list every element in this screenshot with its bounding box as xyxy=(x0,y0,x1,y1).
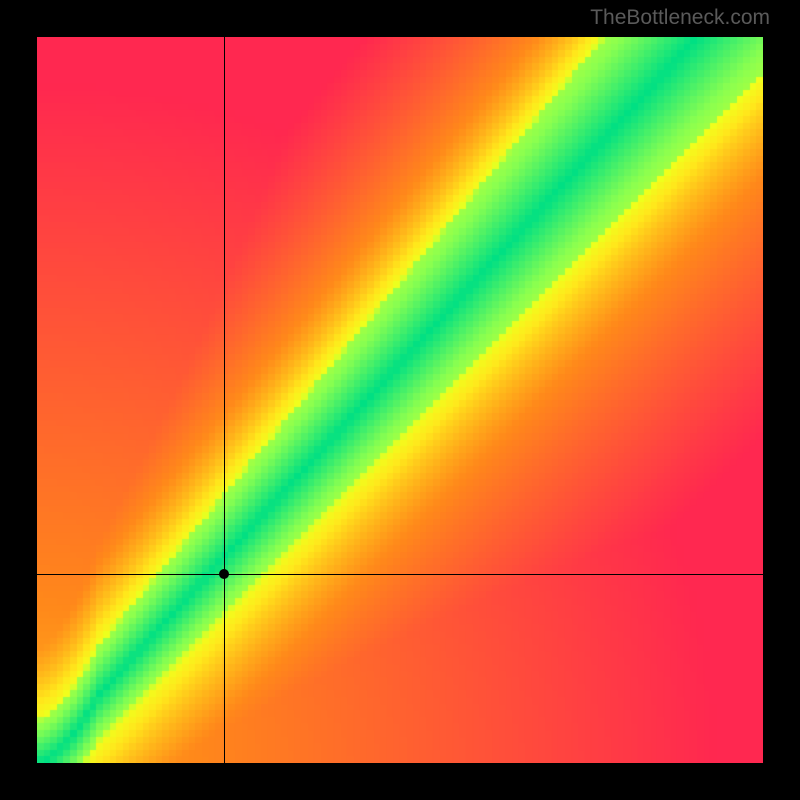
crosshair-vertical xyxy=(224,37,225,763)
marker-dot xyxy=(219,569,229,579)
crosshair-horizontal xyxy=(37,574,763,575)
watermark-text: TheBottleneck.com xyxy=(590,6,770,30)
heatmap-canvas xyxy=(37,37,763,763)
plot-area xyxy=(37,37,763,763)
